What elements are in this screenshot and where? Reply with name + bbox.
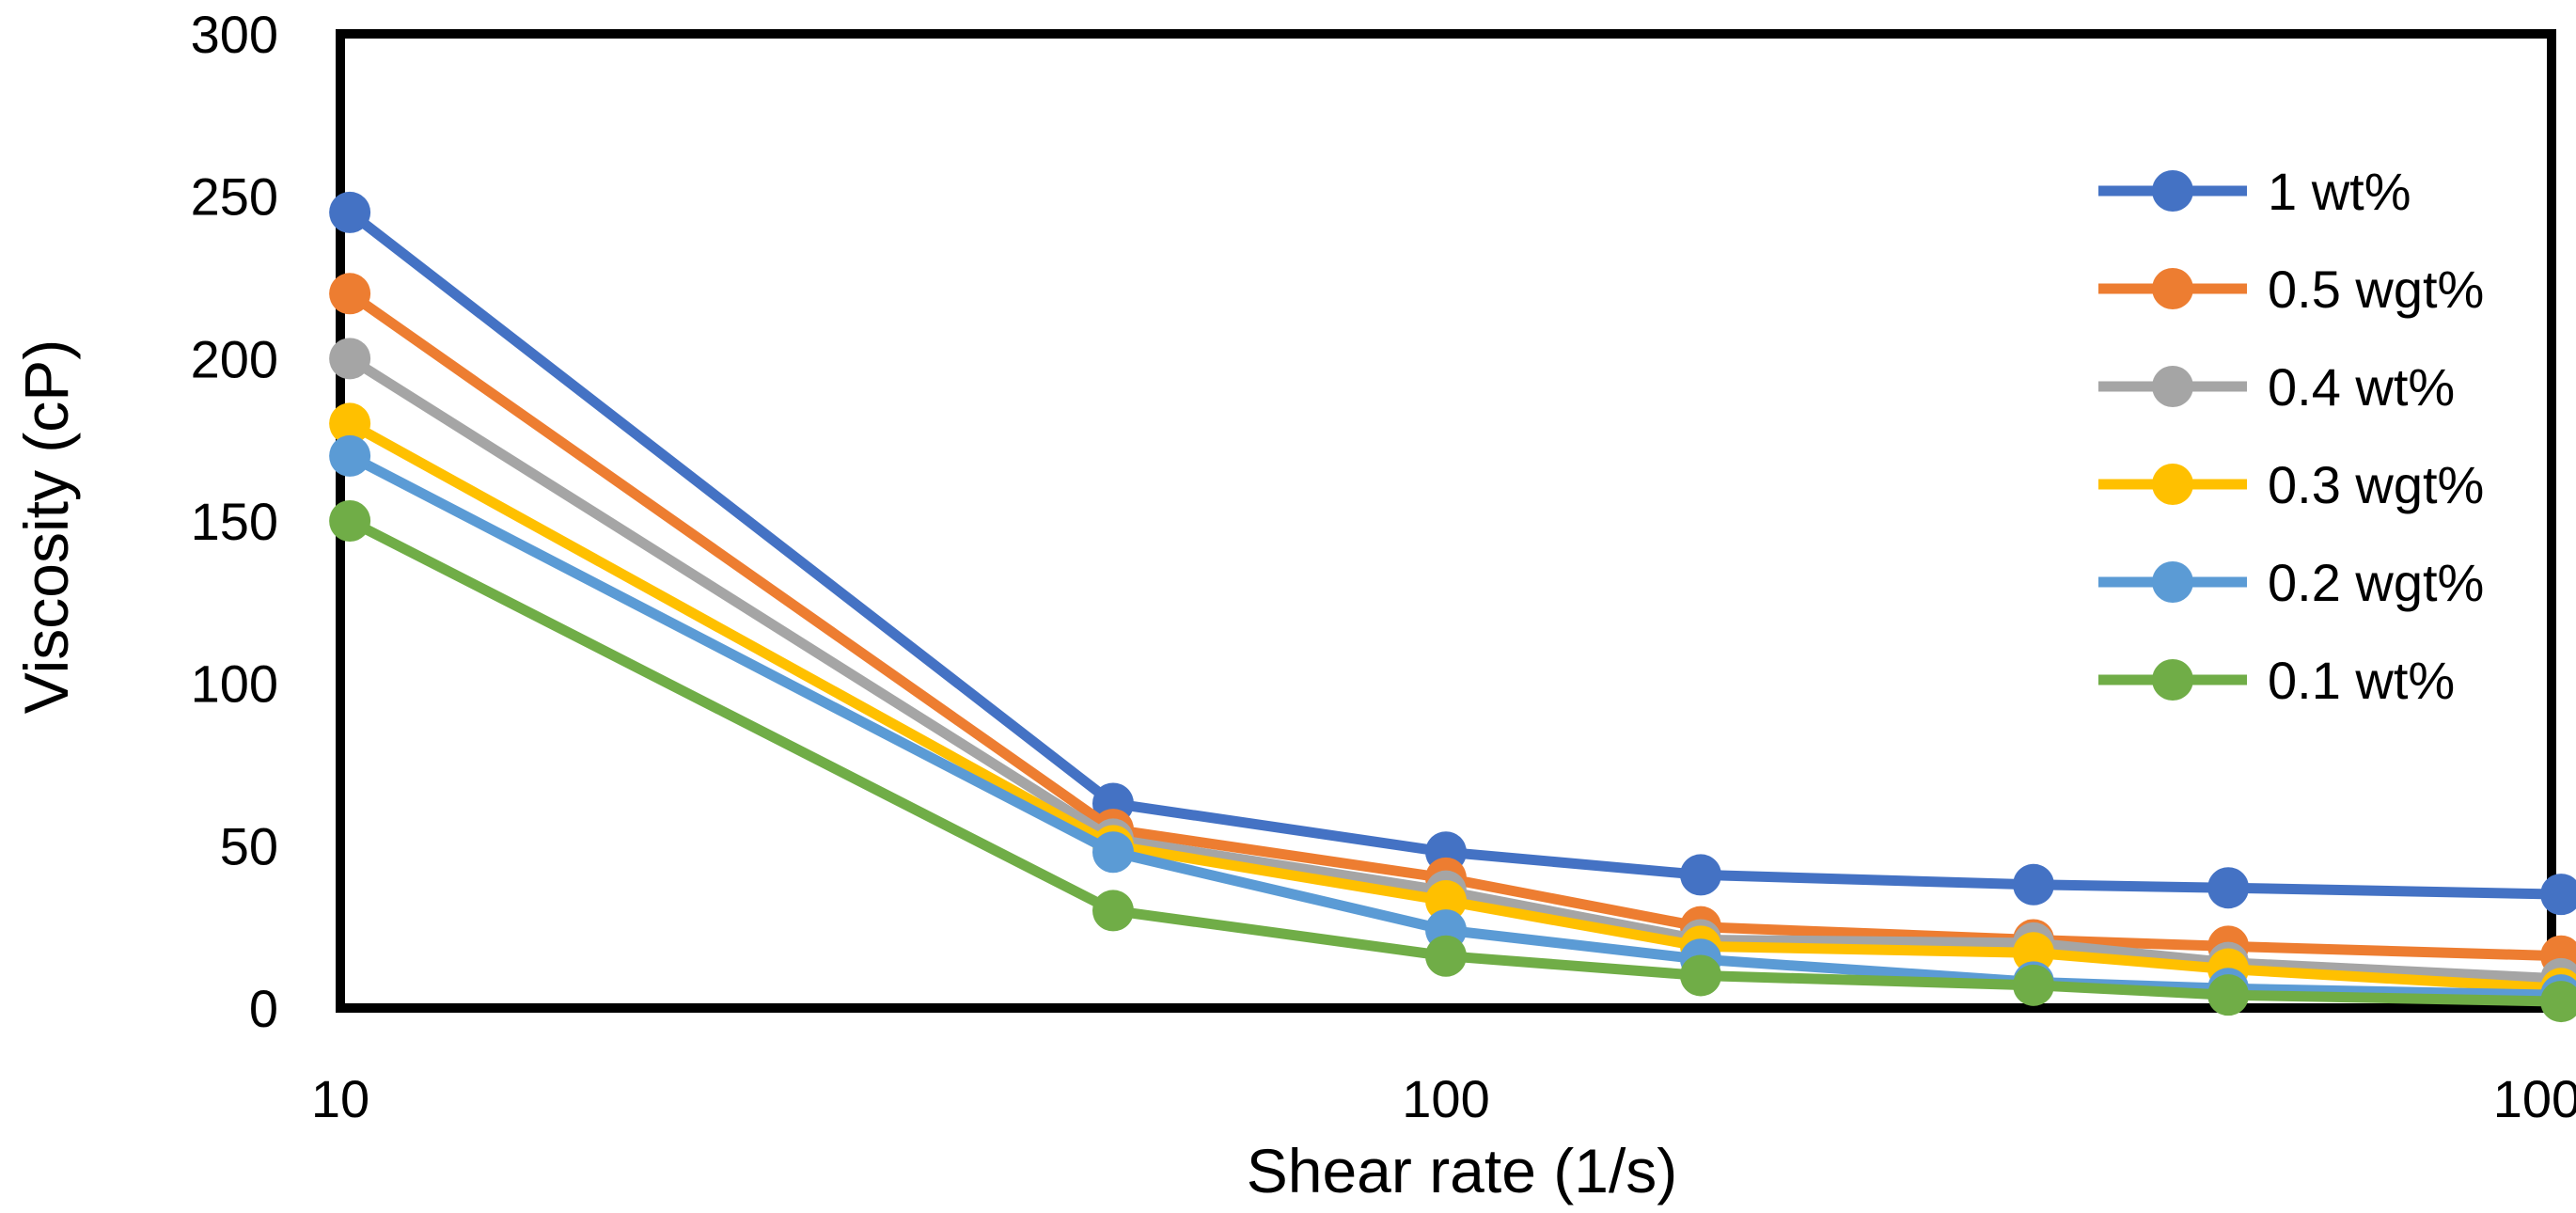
x-tick-label: 10 <box>311 1069 369 1128</box>
data-point-0-5-wgtpct <box>329 273 371 315</box>
legend-swatch-marker <box>2152 366 2193 407</box>
data-point-0-1-wtpct <box>1425 935 1467 977</box>
legend-swatch-marker <box>2152 659 2193 701</box>
legend-label: 0.5 wgt% <box>2268 260 2484 319</box>
legend-item-0-3-wgtpct: 0.3 wgt% <box>2098 455 2484 514</box>
legend: 1 wt% 0.5 wgt% 0.4 wt% 0.3 wgt% 0.2 wgt% 0.1 … <box>2098 162 2484 710</box>
x-tick-label: 1000 <box>2493 1069 2576 1128</box>
legend-item-0-4-wtpct: 0.4 wt% <box>2098 357 2455 417</box>
legend-item-0-2-wgtpct: 0.2 wgt% <box>2098 553 2484 612</box>
data-point-0-3-wgtpct <box>2013 932 2055 974</box>
legend-label: 0.1 wt% <box>2268 651 2455 710</box>
legend-swatch-marker <box>2152 170 2193 212</box>
data-point-1-wtpct <box>1680 854 1722 896</box>
legend-label: 0.3 wgt% <box>2268 455 2484 514</box>
data-point-0-1-wtpct <box>1680 954 1722 997</box>
x-axis-ticks: 10 100 1000 <box>311 1069 2576 1128</box>
y-tick-label: 50 <box>220 816 278 875</box>
legend-item-1-wtpct: 1 wt% <box>2098 162 2411 221</box>
y-tick-label: 200 <box>191 329 278 388</box>
data-point-1-wtpct <box>329 191 371 233</box>
data-point-0-1-wtpct <box>329 500 371 542</box>
legend-swatch-marker <box>2152 268 2193 309</box>
data-point-1-wtpct <box>2013 863 2055 906</box>
data-point-0-2-wgtpct <box>329 434 371 477</box>
legend-item-0-5-wgtpct: 0.5 wgt% <box>2098 260 2484 319</box>
series-layer <box>329 191 2576 1023</box>
legend-label: 1 wt% <box>2268 162 2411 221</box>
series-1-wtpct <box>329 191 2576 916</box>
y-tick-label: 0 <box>249 979 278 1038</box>
data-point-1-wtpct <box>2540 874 2576 916</box>
legend-swatch-marker <box>2152 464 2193 505</box>
legend-item-0-1-wtpct: 0.1 wt% <box>2098 651 2455 710</box>
x-tick-label: 100 <box>1402 1069 1489 1128</box>
data-point-0-1-wtpct <box>2013 964 2055 1006</box>
y-tick-label: 250 <box>191 167 278 227</box>
legend-swatch-marker <box>2152 561 2193 603</box>
y-axis-ticks: 0 50 100 150 200 250 300 <box>191 5 278 1038</box>
data-point-0-2-wgtpct <box>1092 831 1134 874</box>
series-0-1-wtpct <box>329 500 2576 1023</box>
y-tick-label: 150 <box>191 492 278 551</box>
data-point-0-3-wgtpct <box>1425 880 1467 922</box>
x-axis-title: Shear rate (1/s) <box>1247 1136 1678 1205</box>
y-axis-title: Viscosity (cP) <box>11 339 81 715</box>
data-point-0-3-wgtpct <box>329 402 371 445</box>
data-point-0-1-wtpct <box>1092 890 1134 932</box>
legend-label: 0.2 wgt% <box>2268 553 2484 612</box>
data-point-1-wtpct <box>2207 867 2250 909</box>
data-point-0-1-wtpct <box>2207 974 2250 1016</box>
y-tick-label: 300 <box>191 5 278 64</box>
legend-label: 0.4 wt% <box>2268 357 2455 417</box>
y-tick-label: 100 <box>191 654 278 714</box>
data-point-0-1-wtpct <box>2540 981 2576 1023</box>
data-point-0-4-wtpct <box>329 338 371 380</box>
